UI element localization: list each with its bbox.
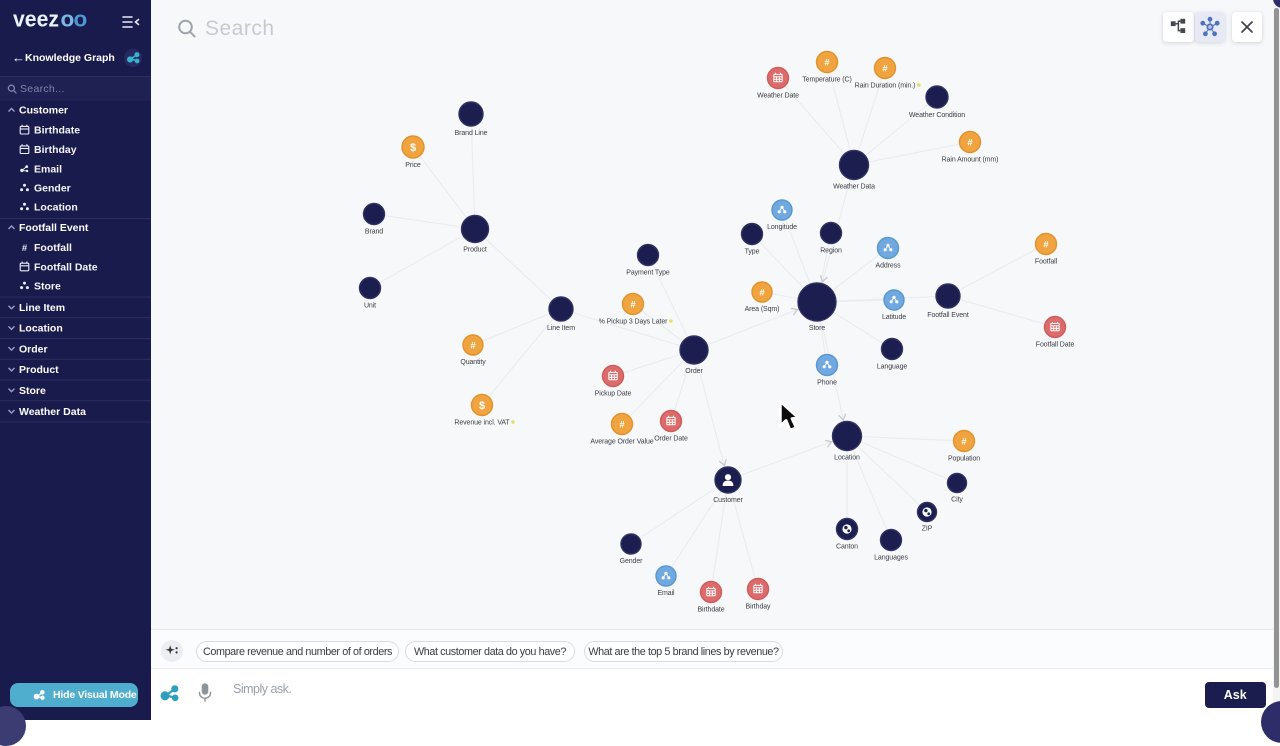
- svg-text:Languages: Languages: [874, 555, 908, 562]
- svg-text:Unit: Unit: [364, 303, 376, 310]
- svg-text:$: $: [479, 400, 485, 412]
- svg-text:o: o: [61, 8, 75, 32]
- svg-text:Payment Type: Payment Type: [626, 270, 670, 277]
- svg-text:Customer: Customer: [713, 497, 743, 504]
- svg-text:Store: Store: [34, 280, 61, 292]
- svg-text:Rain Amount (mm): Rain Amount (mm): [942, 157, 999, 164]
- svg-text:Gender: Gender: [34, 183, 71, 195]
- svg-text:Location: Location: [19, 323, 63, 335]
- svg-text:Footfall: Footfall: [1035, 259, 1058, 266]
- svg-text:Address: Address: [876, 263, 902, 270]
- svg-text:#: #: [961, 436, 967, 447]
- svg-text:Line Item: Line Item: [19, 302, 65, 314]
- svg-text:#: #: [759, 287, 765, 298]
- svg-text:Line Item: Line Item: [547, 325, 575, 332]
- svg-text:Weather Data: Weather Data: [833, 184, 875, 191]
- svg-text:Order Date: Order Date: [654, 436, 688, 443]
- svg-text:Footfall Date: Footfall Date: [1036, 342, 1075, 349]
- svg-text:Product: Product: [19, 364, 59, 376]
- svg-text:Area (Sqm): Area (Sqm): [745, 306, 780, 313]
- svg-text:Email: Email: [34, 164, 62, 176]
- svg-text:#: #: [22, 243, 28, 254]
- svg-text:% Pickup 3 Days Later: % Pickup 3 Days Later: [599, 319, 668, 326]
- svg-text:Weather Condition: Weather Condition: [909, 112, 965, 119]
- svg-text:o: o: [74, 8, 88, 32]
- svg-text:Gender: Gender: [620, 558, 644, 565]
- svg-text:Customer: Customer: [19, 105, 68, 117]
- svg-text:Birthdate: Birthdate: [697, 607, 724, 614]
- svg-text:Quantity: Quantity: [460, 359, 486, 366]
- svg-text:veez: veez: [13, 8, 59, 32]
- svg-text:Email: Email: [657, 590, 675, 597]
- svg-text:#: #: [882, 63, 888, 74]
- svg-text:Location: Location: [34, 202, 78, 214]
- svg-text:Canton: Canton: [836, 544, 858, 551]
- svg-text:Price: Price: [405, 162, 421, 169]
- svg-text:Brand: Brand: [365, 229, 383, 236]
- svg-text:Birthdate: Birthdate: [34, 125, 80, 137]
- svg-text:Footfall Event: Footfall Event: [927, 312, 969, 319]
- svg-text:ZIP: ZIP: [922, 526, 933, 533]
- svg-text:Temperature (C): Temperature (C): [802, 77, 851, 84]
- svg-text:Phone: Phone: [817, 380, 837, 387]
- svg-text:Weather Data: Weather Data: [19, 406, 86, 418]
- svg-text:#: #: [630, 299, 636, 310]
- svg-text:Footfall: Footfall: [34, 242, 72, 254]
- svg-text:#: #: [824, 57, 830, 68]
- svg-text:Birthday: Birthday: [34, 144, 77, 156]
- svg-text:Revenue incl. VAT: Revenue incl. VAT: [454, 420, 510, 427]
- svg-text:Average Order Value: Average Order Value: [590, 439, 653, 446]
- svg-text:City: City: [951, 497, 963, 504]
- svg-text:Region: Region: [820, 248, 842, 255]
- svg-text:Weather Date: Weather Date: [757, 93, 799, 100]
- svg-text:Location: Location: [834, 455, 860, 462]
- svg-text:Type: Type: [745, 249, 760, 256]
- svg-text:#: #: [967, 137, 973, 148]
- svg-text:#: #: [619, 419, 625, 430]
- svg-text:#: #: [470, 340, 476, 351]
- svg-text:Order: Order: [19, 343, 48, 355]
- svg-text:Store: Store: [19, 385, 46, 397]
- svg-text:Language: Language: [877, 364, 908, 371]
- svg-text:#: #: [1043, 239, 1049, 250]
- svg-text:Product: Product: [463, 247, 487, 254]
- svg-text:Footfall Date: Footfall Date: [34, 262, 98, 274]
- svg-text:Pickup Date: Pickup Date: [595, 391, 632, 398]
- svg-text:Order: Order: [685, 368, 703, 375]
- svg-text:$: $: [410, 142, 416, 154]
- svg-text:Brand Line: Brand Line: [455, 130, 488, 137]
- svg-text:Latitude: Latitude: [882, 314, 906, 321]
- svg-text:Footfall Event: Footfall Event: [19, 222, 89, 234]
- svg-text:Rain Duration (min.): Rain Duration (min.): [855, 83, 916, 90]
- svg-text:Store: Store: [809, 325, 825, 332]
- svg-text:Birthday: Birthday: [746, 604, 771, 611]
- svg-text:Population: Population: [948, 456, 980, 463]
- svg-text:Longitude: Longitude: [767, 224, 797, 231]
